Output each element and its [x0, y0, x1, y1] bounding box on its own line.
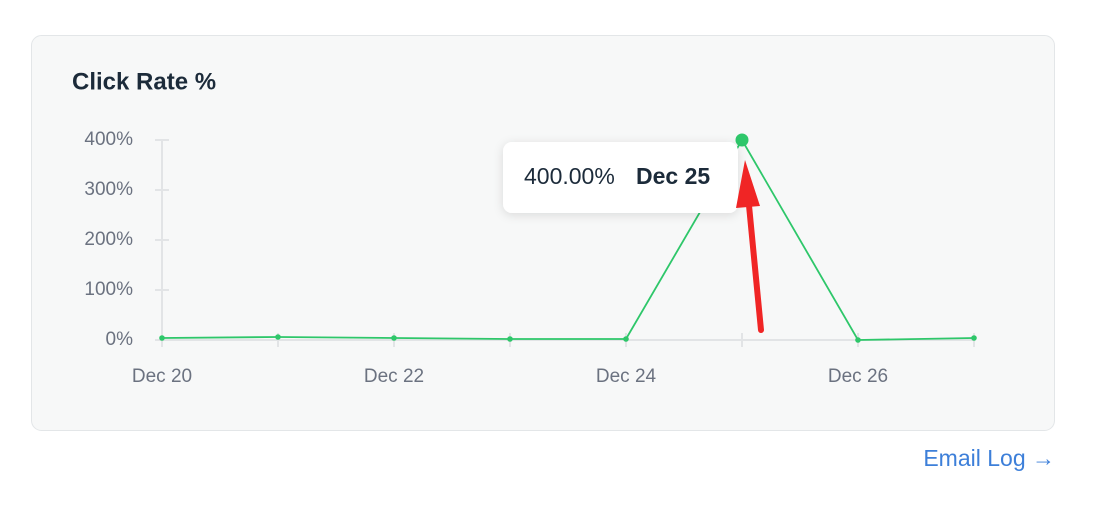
tooltip-value: 400.00% — [524, 163, 615, 189]
tooltip-date: Dec 25 — [636, 163, 710, 189]
data-point — [391, 335, 397, 341]
data-point — [855, 337, 861, 343]
y-tick-label: 300% — [84, 179, 133, 200]
x-tick-label: Dec 20 — [132, 366, 192, 387]
tooltip: 400.00% Dec 25 — [503, 142, 738, 213]
data-point — [507, 336, 513, 342]
data-point — [275, 334, 281, 340]
data-point — [159, 335, 165, 341]
tooltip-box — [503, 142, 738, 213]
y-tick-label: 0% — [106, 329, 134, 350]
x-tick-label: Dec 24 — [596, 366, 657, 387]
data-point — [971, 335, 977, 341]
y-tick-label: 400% — [84, 129, 133, 150]
data-point — [623, 336, 629, 342]
data-line — [161, 138, 975, 341]
email-log-link[interactable]: Email Log → — [923, 445, 1055, 471]
x-tick-label: Dec 26 — [828, 366, 888, 387]
card — [31, 35, 1055, 431]
arrow-head — [736, 160, 760, 208]
y-tick-label: 100% — [84, 279, 133, 300]
chart-title: Click Rate % — [72, 68, 216, 95]
annotation-arrow — [736, 160, 764, 333]
y-tick-label: 200% — [84, 229, 133, 250]
x-tick-label: Dec 22 — [364, 366, 424, 387]
data-point — [735, 133, 749, 147]
arrow-shaft — [745, 192, 764, 333]
